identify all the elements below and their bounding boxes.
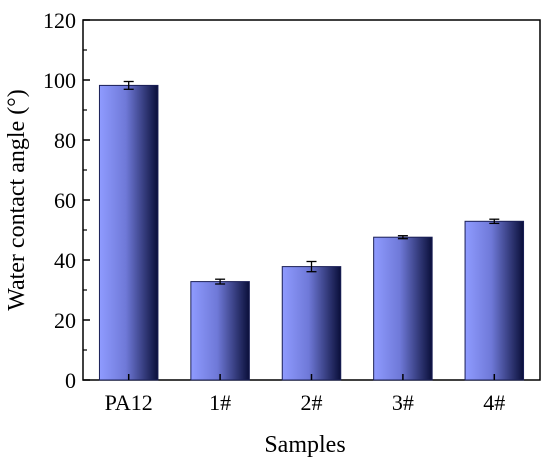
- x-tick-label: PA12: [105, 390, 153, 415]
- y-tick-label: 80: [54, 128, 76, 153]
- y-tick-label: 20: [54, 308, 76, 333]
- x-tick-label: 1#: [209, 390, 231, 415]
- bar-0: [98, 84, 159, 381]
- y-tick-label: 120: [43, 8, 76, 33]
- x-tick-label: 4#: [483, 390, 505, 415]
- x-tick-label: 3#: [392, 390, 414, 415]
- bar-3: [373, 236, 433, 381]
- y-tick-label: 60: [54, 188, 76, 213]
- y-tick-label: 0: [65, 368, 76, 393]
- bar-1: [190, 281, 250, 381]
- y-axis-label: Water contact angle (°): [4, 89, 30, 311]
- plot-area: 0 20 40 60 80 100 120 PA12 1# 2# 3# 4#: [43, 8, 541, 415]
- y-tick-label: 40: [54, 248, 76, 273]
- bar-2: [281, 266, 342, 381]
- x-axis-label: Samples: [264, 432, 345, 458]
- y-tick-label: 100: [43, 68, 76, 93]
- x-tick-label: 2#: [301, 390, 323, 415]
- bar-4: [464, 220, 525, 381]
